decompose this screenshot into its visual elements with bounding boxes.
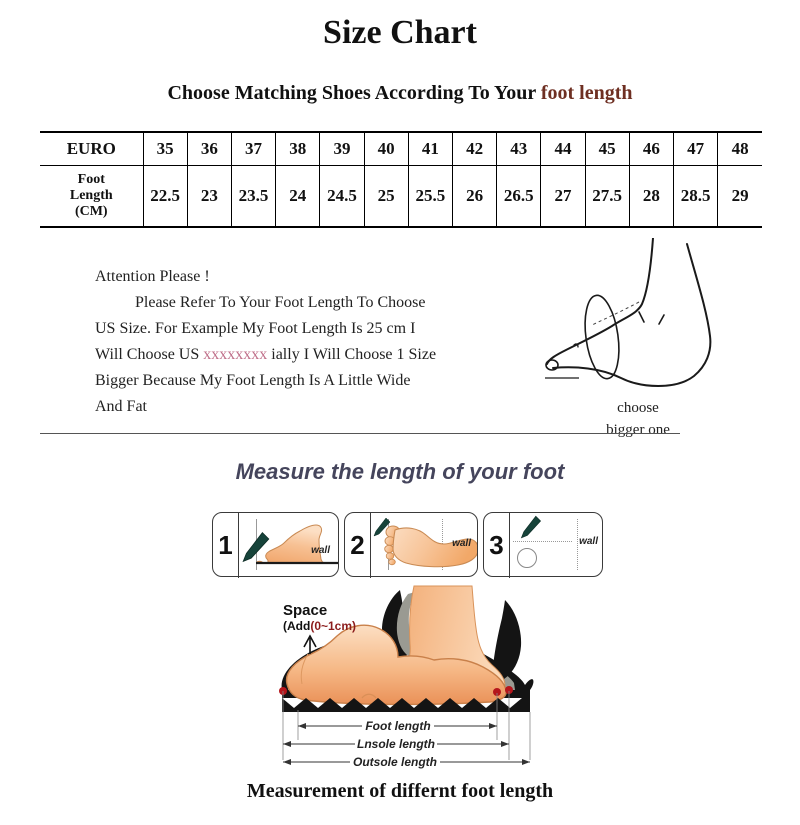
svg-text:Lnsole length: Lnsole length bbox=[357, 737, 435, 751]
svg-text:Space: Space bbox=[283, 602, 327, 619]
svg-text:(Add(0~1cm): (Add(0~1cm) bbox=[283, 619, 356, 633]
svg-text:Foot length: Foot length bbox=[365, 719, 430, 733]
svg-text:Outsole length: Outsole length bbox=[353, 755, 437, 769]
